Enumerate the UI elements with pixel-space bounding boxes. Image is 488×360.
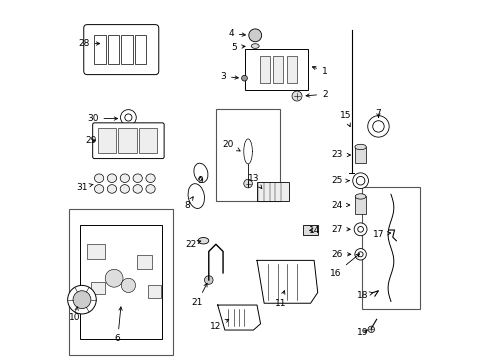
Text: 16: 16 [329,254,359,278]
Text: 21: 21 [191,283,206,307]
Text: 13: 13 [247,174,261,189]
Bar [216,109,280,202]
Text: 7: 7 [375,109,381,118]
Bar [354,147,366,163]
Ellipse shape [120,174,129,183]
Text: 15: 15 [339,111,350,127]
Text: 25: 25 [331,176,348,185]
Text: 23: 23 [331,150,350,159]
FancyBboxPatch shape [93,123,164,158]
Polygon shape [217,305,260,330]
Bar [273,56,283,83]
Ellipse shape [133,174,142,183]
Ellipse shape [145,185,155,193]
Bar [94,35,106,64]
Bar [87,244,105,258]
Text: 26: 26 [330,250,350,259]
FancyBboxPatch shape [83,24,159,75]
Ellipse shape [94,185,103,193]
Text: 17: 17 [372,230,390,239]
Bar [257,182,288,202]
Circle shape [204,276,213,284]
Text: 10: 10 [69,307,81,322]
Text: 4: 4 [227,29,245,38]
Ellipse shape [354,144,366,150]
Bar [303,225,317,235]
Text: 24: 24 [331,201,349,210]
Polygon shape [257,260,317,303]
Ellipse shape [133,185,142,193]
Text: 2: 2 [305,90,327,99]
Circle shape [73,291,91,309]
Bar [108,35,119,64]
Circle shape [367,326,374,333]
Bar [69,208,173,355]
Bar [98,128,116,153]
Text: 5: 5 [231,42,244,51]
Text: 3: 3 [220,72,238,81]
Bar [121,35,133,64]
Ellipse shape [145,174,155,183]
Circle shape [121,278,135,293]
Circle shape [372,121,384,132]
Bar [80,225,162,339]
Ellipse shape [354,194,365,199]
Text: 11: 11 [274,291,285,308]
Circle shape [353,223,366,236]
Circle shape [244,179,252,188]
Circle shape [356,176,364,185]
Circle shape [367,116,388,137]
Bar [138,128,157,153]
Ellipse shape [251,44,259,48]
Bar [91,282,105,294]
Circle shape [241,75,247,81]
Bar [286,56,297,83]
Text: 14: 14 [308,225,319,234]
Text: 28: 28 [78,39,100,48]
Ellipse shape [94,174,103,183]
Text: 18: 18 [357,291,372,300]
Circle shape [121,110,136,125]
Text: 31: 31 [76,183,93,192]
Ellipse shape [107,185,116,193]
Bar [148,285,160,298]
Bar [134,35,146,64]
Text: 27: 27 [330,225,349,234]
Text: 20: 20 [222,140,240,151]
Ellipse shape [188,184,204,208]
Ellipse shape [198,238,208,244]
Circle shape [357,226,363,232]
Ellipse shape [193,163,207,183]
Text: 29: 29 [85,136,97,145]
Bar [245,49,307,90]
Text: 8: 8 [184,197,193,210]
Text: 19: 19 [356,328,367,337]
Bar [118,128,137,153]
Ellipse shape [120,185,129,193]
Circle shape [352,173,367,189]
Text: 22: 22 [185,240,201,249]
Text: 12: 12 [210,319,228,331]
Bar [354,197,365,213]
Text: 30: 30 [87,114,117,123]
Bar [362,187,419,309]
Circle shape [357,252,363,257]
Circle shape [124,114,132,121]
Ellipse shape [107,174,116,183]
Circle shape [67,285,96,314]
Bar [137,255,151,269]
Text: 1: 1 [312,66,327,76]
Circle shape [248,29,261,42]
Text: 6: 6 [115,307,122,343]
Bar [259,56,269,83]
Circle shape [105,269,123,287]
Circle shape [354,249,366,260]
Text: 9: 9 [197,176,203,185]
Circle shape [291,91,302,101]
